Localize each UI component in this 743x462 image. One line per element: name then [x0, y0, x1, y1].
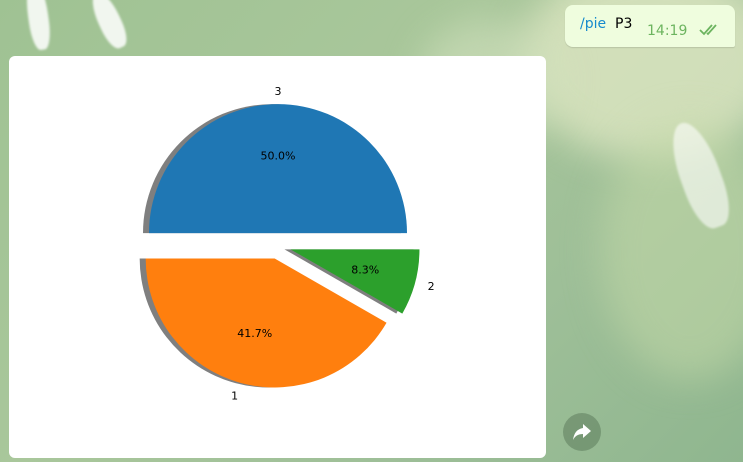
pie-category-label-3: 3 [275, 85, 282, 98]
pie-slice-3 [149, 104, 407, 234]
pie-category-label-2: 2 [428, 280, 435, 293]
pie-pct-label-2: 8.3% [351, 263, 379, 276]
message-argument: P3 [615, 16, 633, 32]
double-check-icon [699, 24, 717, 36]
outgoing-message-bubble[interactable]: /pie P3 14:19 [565, 5, 735, 47]
pie-chart-image[interactable]: 41.7% 1 8.3% 2 50.0% 3 [9, 56, 546, 458]
pie-slice-1 [145, 258, 387, 388]
share-arrow-icon [573, 424, 591, 440]
pie-slice-2 [290, 249, 420, 314]
pie-chart: 41.7% 1 8.3% 2 50.0% 3 [139, 85, 435, 403]
pie-category-label-1: 1 [231, 390, 238, 403]
forward-button[interactable] [563, 413, 601, 451]
pie-pct-label-3: 50.0% [261, 150, 296, 163]
pie-pct-label-1: 41.7% [237, 327, 272, 340]
message-time: 14:19 [647, 23, 688, 39]
bot-command-link[interactable]: /pie [580, 16, 607, 32]
